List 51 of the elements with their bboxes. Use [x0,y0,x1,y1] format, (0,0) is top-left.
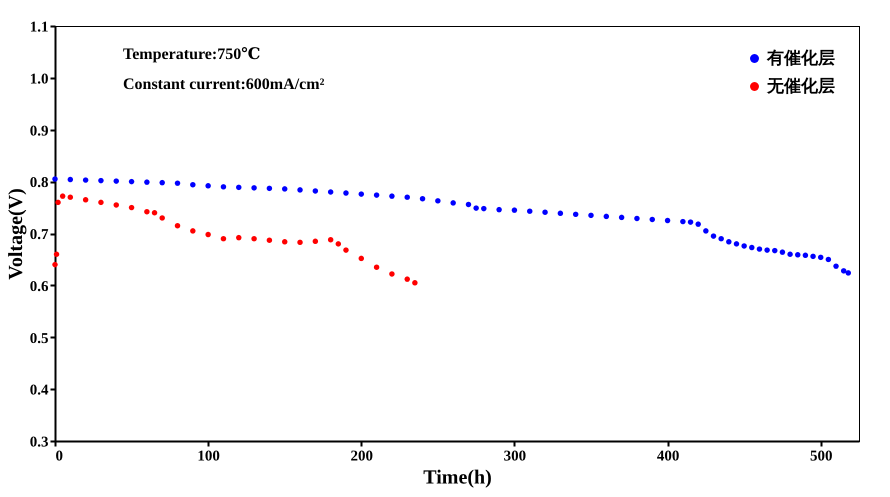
legend-label: 有催化层 [766,48,835,68]
x-tick-label: 0 [56,448,63,464]
point [144,208,150,214]
annotation: Constant current:600mA/cm² [123,76,325,93]
point [404,276,410,282]
point [358,256,364,262]
point [236,234,242,240]
point [82,197,88,203]
point [220,236,226,242]
y-tick-label: 0.3 [30,434,48,450]
y-tick-label: 0.6 [30,278,49,295]
y-tick-label: 0.8 [30,175,48,192]
point [55,200,61,206]
legend-label: 无催化层 [766,76,835,96]
point [54,252,60,257]
y-tick-label: 0.4 [30,382,49,399]
point [328,236,334,242]
x-tick-label: 100 [197,448,220,464]
point [152,210,158,216]
y-tick-label: 0.9 [30,123,48,140]
x-tick-label: 200 [350,448,374,464]
point [68,194,74,200]
point [174,222,180,228]
x-axis-title: Time(h) [423,466,492,488]
point [114,202,119,208]
point [60,193,66,199]
point [343,247,349,253]
point [374,264,380,270]
point [128,204,134,210]
y-tick-label: 0.7 [30,227,49,243]
point [282,239,288,245]
point [266,238,272,243]
y-tick-label: 1.0 [30,71,48,88]
point [190,228,196,234]
y-tick-label: 1.1 [30,20,48,36]
y-axis-title: Voltage(V) [4,188,27,280]
point [159,215,165,221]
point [389,271,395,277]
point [52,262,58,268]
annotation: Temperature:750℃ [123,46,260,63]
x-tick-label: 500 [810,448,832,464]
point [412,280,418,286]
point [336,241,342,247]
point [297,240,303,246]
point [312,238,318,244]
point [205,232,211,238]
x-tick-label: 400 [656,448,680,464]
point [98,200,104,206]
y-tick-label: 0.5 [30,330,48,347]
point [251,236,257,242]
x-tick-label: 300 [504,448,526,464]
